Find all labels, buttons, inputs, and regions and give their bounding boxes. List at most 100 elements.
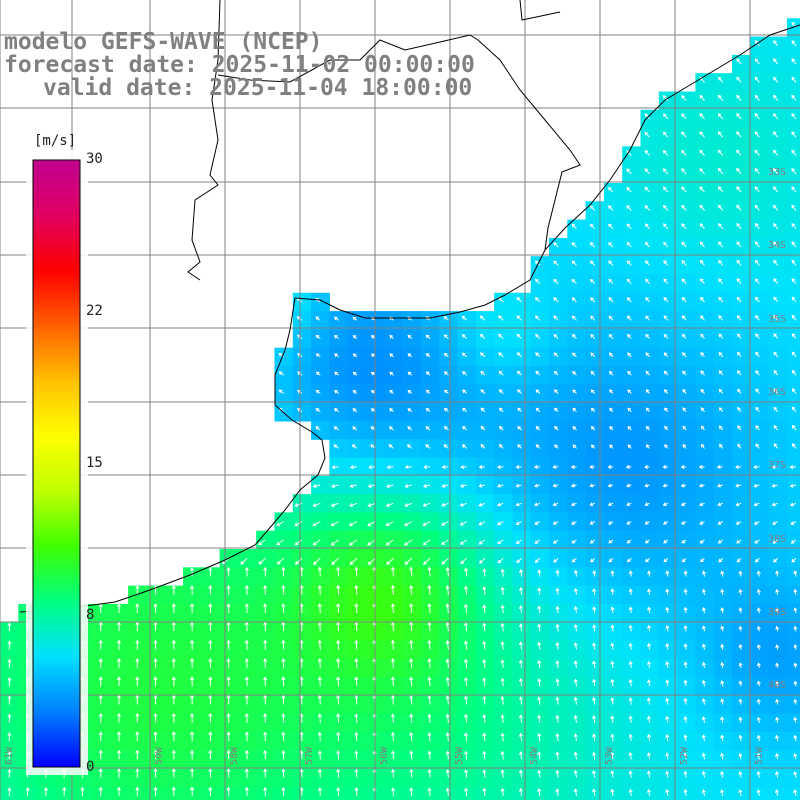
wind-speed-cell bbox=[329, 640, 349, 660]
wind-vector bbox=[610, 697, 615, 705]
wind-vector bbox=[275, 521, 284, 526]
wind-vector bbox=[754, 186, 760, 193]
wind-vector bbox=[774, 770, 779, 778]
wind-vector bbox=[683, 734, 688, 742]
wind-vector bbox=[590, 426, 596, 431]
wind-vector bbox=[754, 113, 760, 120]
wind-speed-cell bbox=[695, 439, 715, 459]
wind-vector bbox=[736, 314, 742, 321]
wind-speed-cell bbox=[128, 732, 147, 751]
wind-vector bbox=[754, 167, 760, 175]
wind-vector bbox=[443, 316, 449, 321]
wind-speed-cell bbox=[329, 549, 349, 568]
wind-speed-cell bbox=[622, 292, 642, 312]
wind-vector bbox=[315, 353, 321, 358]
wind-vector bbox=[535, 370, 541, 376]
wind-vector bbox=[555, 788, 560, 797]
wind-vector bbox=[244, 786, 249, 797]
wind-speed-cell bbox=[677, 622, 696, 642]
wind-vector bbox=[793, 680, 798, 687]
wind-speed-cell bbox=[750, 311, 770, 330]
wind-vector bbox=[317, 713, 322, 723]
wind-vector bbox=[389, 353, 394, 358]
wind-vector bbox=[718, 407, 724, 413]
wind-speed-cell bbox=[786, 201, 800, 221]
wind-vector bbox=[349, 465, 357, 470]
wind-vector bbox=[389, 334, 394, 339]
wind-vector bbox=[317, 566, 322, 577]
wind-vector bbox=[791, 76, 797, 83]
wind-vector bbox=[736, 113, 742, 120]
wind-speed-cell bbox=[658, 677, 678, 696]
wind-vector bbox=[753, 483, 760, 488]
wind-speed-cell bbox=[695, 768, 715, 788]
wind-vector bbox=[773, 58, 779, 65]
wind-speed-cell bbox=[640, 347, 660, 367]
wind-speed-cell bbox=[457, 622, 477, 642]
wind-speed-cell bbox=[347, 640, 367, 660]
wind-vector bbox=[700, 370, 705, 376]
wind-speed-cell bbox=[786, 494, 800, 513]
wind-vector bbox=[333, 426, 339, 431]
wind-speed-cell bbox=[695, 750, 715, 770]
wind-vector bbox=[479, 333, 486, 339]
wind-vector bbox=[554, 444, 559, 449]
wind-speed-cell bbox=[640, 274, 660, 294]
wind-vector bbox=[331, 465, 339, 470]
wind-vector bbox=[349, 502, 358, 507]
wind-vector bbox=[645, 315, 650, 321]
wind-speed-cell bbox=[384, 329, 404, 349]
wind-vector bbox=[736, 333, 742, 339]
wind-speed-cell bbox=[768, 256, 788, 276]
wind-speed-cell bbox=[603, 640, 623, 660]
wind-vector bbox=[116, 603, 122, 613]
wind-speed-cell bbox=[512, 494, 532, 513]
wind-speed-cell bbox=[494, 732, 513, 751]
wind-vector bbox=[665, 624, 670, 632]
wind-vector bbox=[497, 557, 504, 564]
wind-vector bbox=[700, 557, 705, 563]
wind-speed-cell bbox=[384, 530, 404, 550]
wind-vector bbox=[518, 586, 523, 595]
wind-speed-cell bbox=[183, 768, 202, 788]
wind-speed-cell bbox=[768, 695, 788, 715]
wind-speed-cell bbox=[713, 73, 733, 93]
wind-speed-cell bbox=[109, 640, 129, 660]
wind-speed-cell bbox=[347, 658, 367, 678]
wind-vector bbox=[662, 204, 669, 211]
wind-vector bbox=[354, 658, 359, 668]
wind-vector bbox=[312, 502, 321, 507]
wind-speed-cell bbox=[402, 786, 422, 800]
wind-speed-cell bbox=[732, 292, 751, 312]
wind-speed-cell bbox=[256, 677, 276, 696]
wind-speed-cell bbox=[512, 750, 532, 770]
wind-speed-cell bbox=[695, 677, 715, 696]
wind-speed-cell bbox=[695, 183, 715, 202]
wind-speed-cell bbox=[91, 622, 111, 642]
wind-vector bbox=[571, 297, 577, 303]
wind-vector bbox=[773, 406, 779, 413]
wind-vector bbox=[738, 662, 743, 669]
wind-speed-cell bbox=[128, 677, 147, 696]
wind-speed-cell bbox=[750, 256, 770, 276]
wind-vector bbox=[263, 566, 268, 577]
wind-vector bbox=[736, 241, 742, 248]
wind-speed-cell bbox=[420, 549, 440, 568]
wind-speed-cell bbox=[384, 585, 404, 605]
wind-speed-cell bbox=[549, 750, 568, 770]
wind-speed-cell bbox=[567, 457, 587, 477]
wind-vector bbox=[189, 658, 195, 668]
wind-vector bbox=[422, 521, 431, 526]
wind-vector bbox=[773, 167, 779, 175]
wind-speed-cell bbox=[512, 420, 532, 440]
wind-vector bbox=[409, 768, 414, 778]
wind-speed-cell bbox=[439, 402, 459, 422]
wind-vector bbox=[349, 484, 358, 488]
wind-vector bbox=[699, 204, 705, 211]
wind-speed-cell bbox=[695, 420, 715, 440]
wind-vector bbox=[607, 483, 614, 488]
wind-vector bbox=[135, 749, 140, 760]
wind-speed-cell bbox=[549, 603, 568, 623]
wind-vector bbox=[773, 296, 779, 303]
wind-vector bbox=[463, 585, 468, 595]
